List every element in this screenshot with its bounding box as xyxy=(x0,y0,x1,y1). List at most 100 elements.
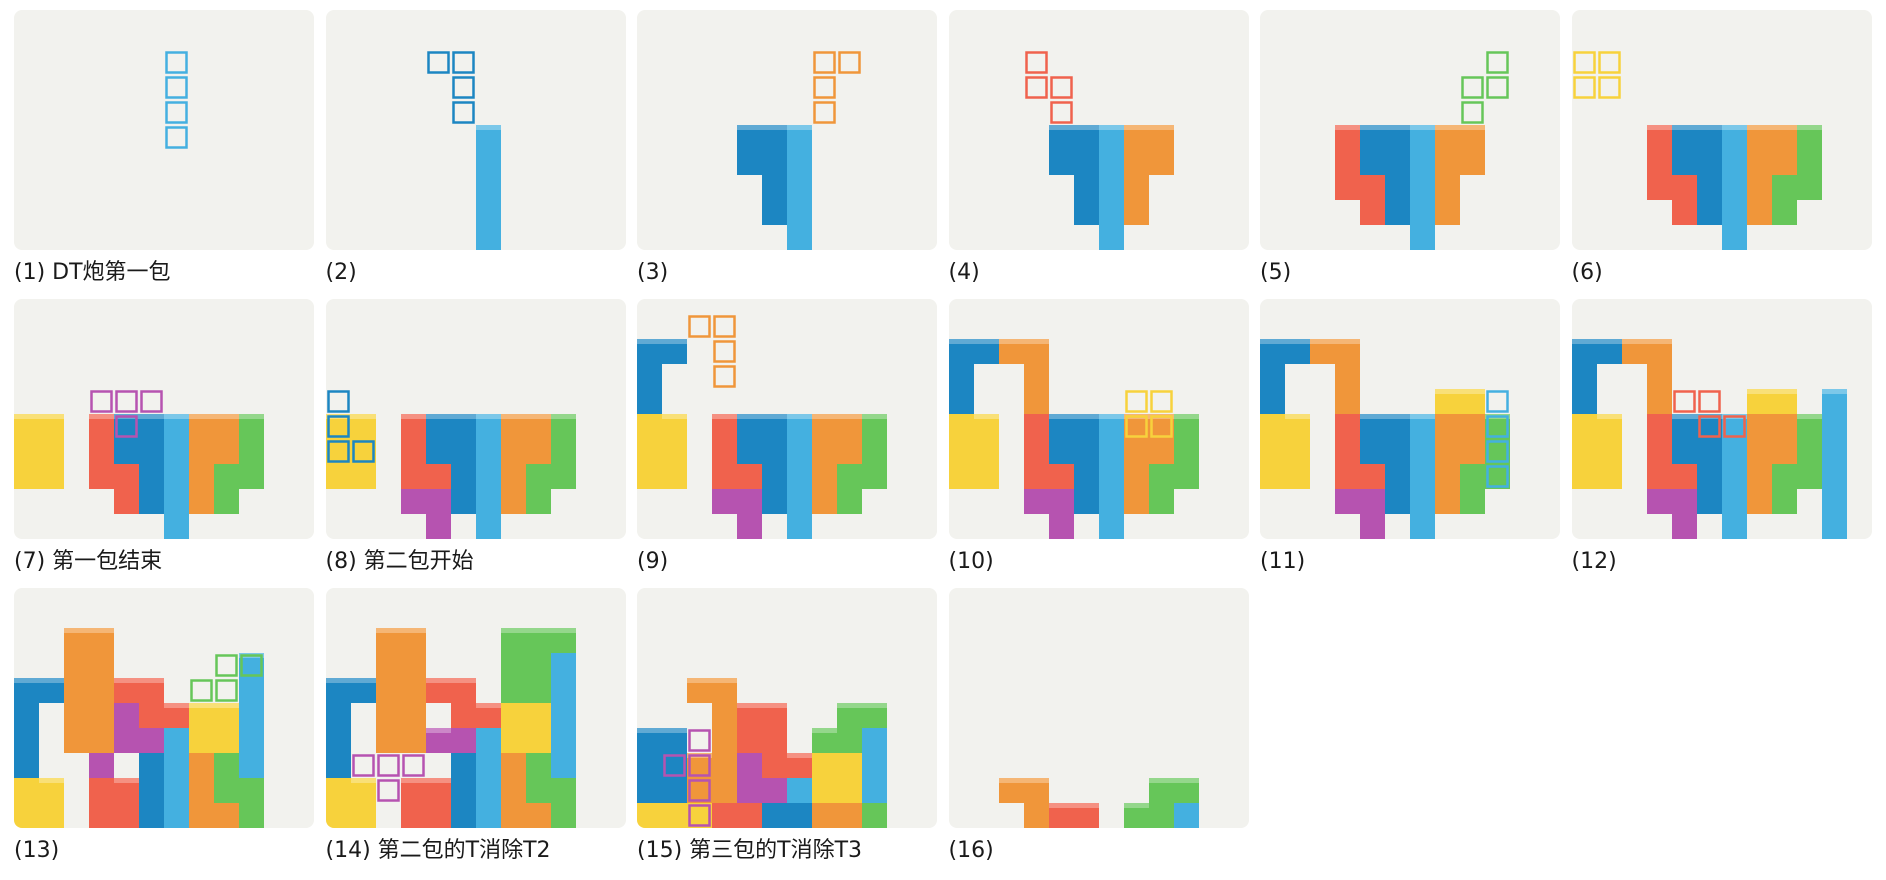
block-I xyxy=(862,778,887,803)
block-top-highlight xyxy=(350,778,376,783)
block-S xyxy=(862,803,887,828)
board xyxy=(637,588,937,828)
block-O xyxy=(1285,439,1310,464)
block-J xyxy=(425,439,451,464)
block-top-highlight xyxy=(400,778,426,783)
block-top-highlight xyxy=(1646,339,1672,344)
block-O xyxy=(325,803,351,828)
block-L xyxy=(687,778,712,803)
ghost-cell-T xyxy=(688,729,711,752)
block-Z xyxy=(1335,439,1360,464)
block-L xyxy=(89,678,114,703)
block-S xyxy=(525,464,551,489)
block-L xyxy=(189,778,214,803)
block-top-highlight xyxy=(1746,125,1772,130)
block-top-highlight xyxy=(1260,339,1285,344)
block-J xyxy=(1571,389,1597,414)
block-top-highlight xyxy=(737,703,762,708)
block-L xyxy=(1435,464,1460,489)
block-L xyxy=(189,753,214,778)
block-L xyxy=(812,489,837,514)
ghost-cell-J xyxy=(326,440,350,463)
block-L xyxy=(1435,414,1460,439)
block-J xyxy=(1671,150,1697,175)
block-S xyxy=(525,489,551,514)
block-top-highlight xyxy=(1073,803,1099,808)
block-L xyxy=(1148,439,1174,464)
frame-caption: (14) 第二包的T消除T2 xyxy=(325,838,551,863)
block-J xyxy=(762,439,787,464)
block-T xyxy=(425,489,451,514)
block-O xyxy=(1260,414,1285,439)
block-top-highlight xyxy=(1310,339,1335,344)
block-J xyxy=(762,200,787,225)
block-top-highlight xyxy=(425,778,451,783)
block-top-highlight xyxy=(500,628,526,633)
block-top-highlight xyxy=(1048,125,1074,130)
ghost-cell-O xyxy=(1597,51,1621,74)
block-top-highlight xyxy=(998,778,1024,783)
block-I xyxy=(862,753,887,778)
block-I xyxy=(164,728,189,753)
block-Z xyxy=(89,439,114,464)
block-I xyxy=(1721,514,1747,539)
block-top-highlight xyxy=(737,414,762,419)
block-S xyxy=(214,464,239,489)
block-L xyxy=(1435,150,1460,175)
block-L xyxy=(837,803,862,828)
block-L xyxy=(1435,175,1460,200)
block-O xyxy=(687,803,712,828)
block-L xyxy=(1746,439,1772,464)
block-top-highlight xyxy=(762,414,787,419)
frame-caption: (13) xyxy=(14,838,60,863)
frame-caption: (3) xyxy=(637,260,669,285)
block-J xyxy=(1360,439,1385,464)
block-top-highlight xyxy=(662,339,687,344)
block-L xyxy=(1746,464,1772,489)
block-J xyxy=(737,439,762,464)
block-S xyxy=(1173,464,1199,489)
block-top-highlight xyxy=(350,414,376,419)
block-I xyxy=(787,514,812,539)
frame-caption: (5) xyxy=(1260,260,1292,285)
board xyxy=(325,588,626,828)
block-top-highlight xyxy=(998,339,1024,344)
block-I xyxy=(239,678,264,703)
block-O xyxy=(39,803,64,828)
ghost-cell-Z xyxy=(1722,415,1746,438)
block-I xyxy=(164,753,189,778)
ghost-cell-T xyxy=(688,754,711,777)
block-Z xyxy=(89,778,114,803)
block-top-highlight xyxy=(89,414,114,419)
block-top-highlight xyxy=(1410,414,1435,419)
board-canvas xyxy=(1572,51,1822,250)
block-top-highlight xyxy=(662,414,687,419)
block-top-highlight xyxy=(1073,414,1099,419)
block-I xyxy=(1721,439,1747,464)
block-T xyxy=(89,753,114,778)
block-I xyxy=(239,753,264,778)
block-S xyxy=(1771,489,1797,514)
block-top-highlight xyxy=(1721,125,1747,130)
block-top-highlight xyxy=(1385,125,1410,130)
block-top-highlight xyxy=(1073,125,1099,130)
block-top-highlight xyxy=(1123,125,1149,130)
board-canvas xyxy=(325,628,576,828)
block-I xyxy=(1721,200,1747,225)
block-L xyxy=(400,678,426,703)
block-I xyxy=(475,489,501,514)
ghost-cell-L xyxy=(813,101,836,124)
board-canvas xyxy=(998,778,1199,828)
block-L xyxy=(89,703,114,728)
ghost-cell-O xyxy=(1124,415,1148,438)
frame-caption: (6) xyxy=(1571,260,1603,285)
block-T xyxy=(114,703,139,728)
ghost-cell-S xyxy=(215,654,238,677)
block-T xyxy=(737,489,762,514)
board xyxy=(325,10,626,250)
block-S xyxy=(214,489,239,514)
block-top-highlight xyxy=(164,414,189,419)
block-O xyxy=(14,803,39,828)
ghost-cell-S xyxy=(1461,101,1484,124)
block-top-highlight xyxy=(837,703,862,708)
